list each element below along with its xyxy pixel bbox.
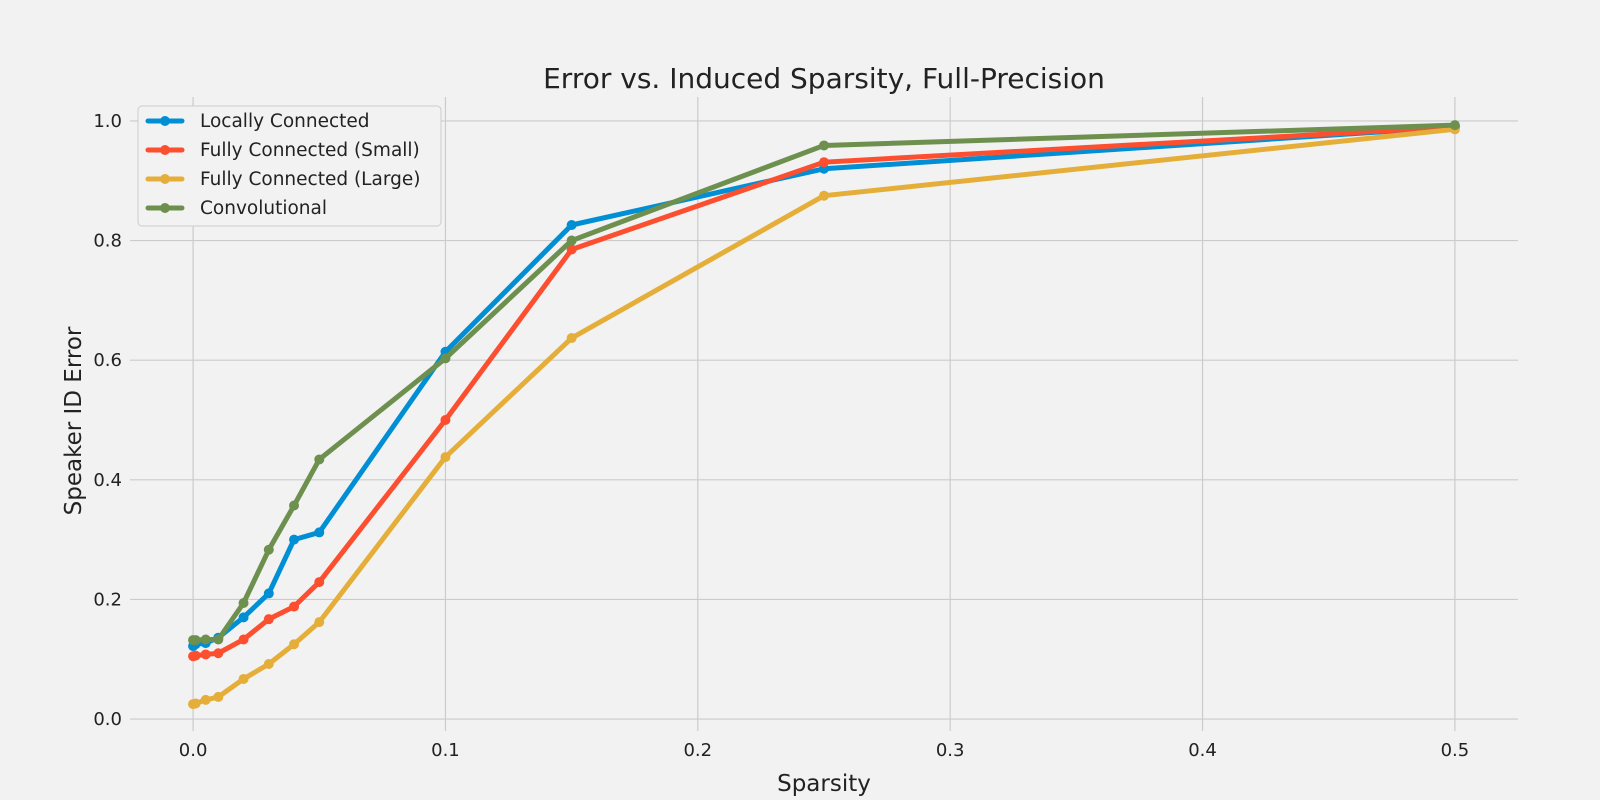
data-point bbox=[190, 698, 201, 709]
legend-item: Fully Connected (Small) bbox=[145, 140, 420, 161]
data-point bbox=[190, 650, 201, 661]
data-point bbox=[566, 244, 577, 255]
data-point bbox=[263, 588, 274, 599]
data-point bbox=[440, 353, 451, 364]
data-point bbox=[263, 544, 274, 555]
data-point bbox=[213, 648, 224, 659]
x-tick-label: 0.0 bbox=[179, 740, 208, 761]
legend-label: Fully Connected (Small) bbox=[200, 140, 420, 161]
data-point bbox=[819, 190, 829, 201]
x-tick-label: 0.4 bbox=[1188, 740, 1217, 761]
y-tick-label: 1.0 bbox=[93, 111, 122, 132]
y-tick-label: 0.2 bbox=[93, 589, 122, 610]
y-tick-label: 0.0 bbox=[93, 709, 122, 730]
x-tick-label: 0.2 bbox=[683, 740, 712, 761]
data-point bbox=[200, 694, 211, 705]
data-point bbox=[289, 639, 300, 650]
data-point bbox=[263, 659, 274, 670]
y-axis-ticks: 0.0 0.2 0.4 0.6 0.8 1.0 bbox=[93, 111, 122, 730]
data-point bbox=[289, 534, 300, 545]
chart-title: Error vs. Induced Sparsity, Full-Precisi… bbox=[543, 62, 1105, 95]
series-4 bbox=[188, 120, 1460, 646]
data-point bbox=[1449, 120, 1460, 131]
data-point bbox=[819, 157, 829, 168]
data-point bbox=[238, 673, 249, 684]
data-point bbox=[566, 219, 577, 230]
legend-item: Convolutional bbox=[145, 198, 327, 219]
legend-item: Fully Connected (Large) bbox=[145, 169, 420, 190]
data-point bbox=[440, 414, 451, 425]
series-2 bbox=[188, 121, 1460, 662]
y-tick-label: 0.4 bbox=[93, 470, 122, 491]
x-tick-label: 0.3 bbox=[936, 740, 965, 761]
data-point bbox=[314, 454, 325, 465]
legend-swatch-marker bbox=[160, 174, 170, 184]
legend-swatch-marker bbox=[160, 203, 170, 213]
data-point bbox=[200, 649, 211, 660]
data-point bbox=[263, 614, 274, 625]
data-point bbox=[238, 598, 249, 609]
legend-label: Convolutional bbox=[200, 198, 327, 219]
data-point bbox=[819, 140, 829, 151]
legend: Locally Connected Fully Connected (Small)… bbox=[137, 105, 442, 227]
data-point bbox=[566, 235, 577, 246]
x-tick-label: 0.1 bbox=[431, 740, 460, 761]
y-tick-label: 0.8 bbox=[93, 231, 122, 252]
data-point bbox=[289, 601, 300, 612]
data-point bbox=[440, 452, 451, 463]
y-axis-title: Speaker ID Error bbox=[61, 326, 87, 515]
data-point bbox=[213, 634, 224, 645]
x-tick-label: 0.5 bbox=[1441, 740, 1470, 761]
data-point bbox=[566, 333, 577, 344]
legend-swatch-marker bbox=[160, 145, 170, 155]
data-point bbox=[238, 612, 249, 623]
legend-swatch-marker bbox=[160, 116, 170, 126]
legend-item: Locally Connected bbox=[145, 111, 370, 132]
x-axis-ticks: 0.0 0.1 0.2 0.3 0.4 0.5 bbox=[179, 740, 1469, 761]
data-point bbox=[238, 634, 249, 645]
legend-label: Fully Connected (Large) bbox=[200, 169, 420, 190]
data-point bbox=[289, 500, 300, 511]
legend-label: Locally Connected bbox=[200, 111, 370, 132]
x-axis-title: Sparsity bbox=[777, 771, 871, 797]
data-point bbox=[190, 635, 201, 646]
series-layer bbox=[188, 120, 1460, 710]
data-point bbox=[314, 617, 325, 628]
data-point bbox=[314, 527, 325, 538]
series-3 bbox=[188, 124, 1460, 710]
data-point bbox=[200, 634, 211, 645]
data-point bbox=[213, 691, 224, 702]
legend-frame bbox=[137, 105, 442, 227]
y-tick-label: 0.6 bbox=[93, 350, 122, 371]
data-point bbox=[314, 577, 325, 588]
